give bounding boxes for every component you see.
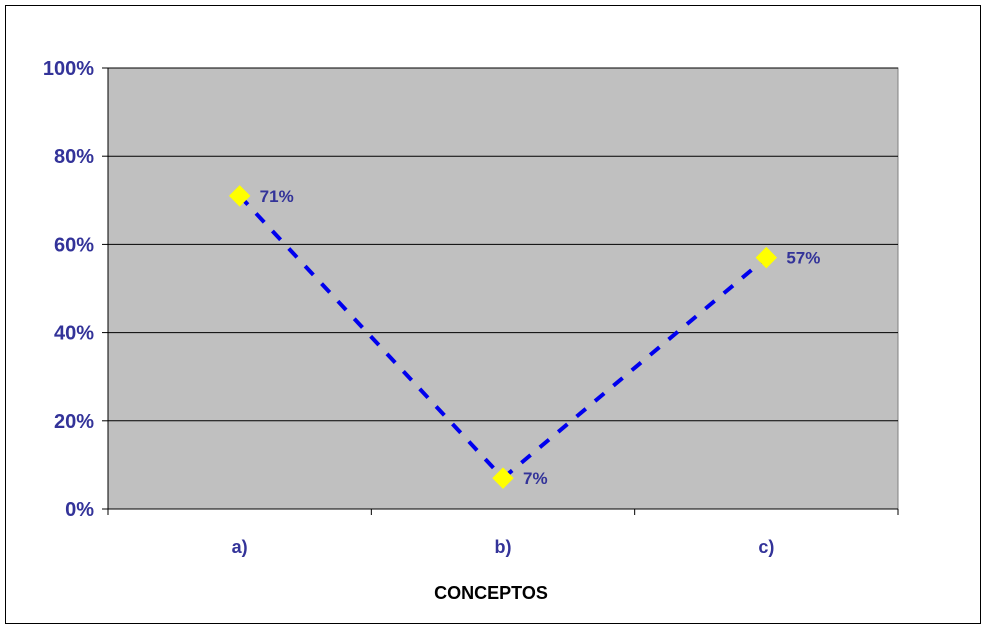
series-line-segment	[501, 256, 768, 480]
y-tick-label: 60%	[54, 234, 94, 256]
series-markers	[228, 185, 778, 489]
data-point-marker	[492, 467, 514, 489]
data-point-marker	[228, 185, 251, 207]
x-tick-label: c)	[758, 537, 774, 557]
series-line	[238, 194, 768, 480]
plot-area	[107, 67, 899, 510]
data-labels: 71% 7% 57%	[260, 187, 821, 488]
series-line-segment	[238, 194, 505, 480]
x-tick-label: b)	[495, 537, 512, 557]
data-label: 71%	[260, 187, 294, 206]
x-axis-title: CONCEPTOS	[434, 583, 548, 603]
gridlines	[108, 67, 898, 422]
y-tick-label: 0%	[65, 499, 94, 521]
y-tick-labels: 0% 20% 40% 60% 80% 100%	[43, 58, 108, 521]
y-tick-label: 80%	[54, 146, 94, 168]
y-tick-label: 100%	[43, 58, 94, 80]
category-labels: a) b) c)	[232, 537, 775, 557]
data-label: 57%	[786, 249, 820, 268]
data-point-marker	[755, 246, 778, 269]
x-tick-label: a)	[232, 537, 248, 557]
y-tick-label: 20%	[54, 411, 94, 433]
data-label: 7%	[523, 469, 548, 488]
x-tick-marks	[107, 509, 899, 515]
y-tick-label: 40%	[54, 323, 94, 345]
axes	[107, 68, 898, 510]
